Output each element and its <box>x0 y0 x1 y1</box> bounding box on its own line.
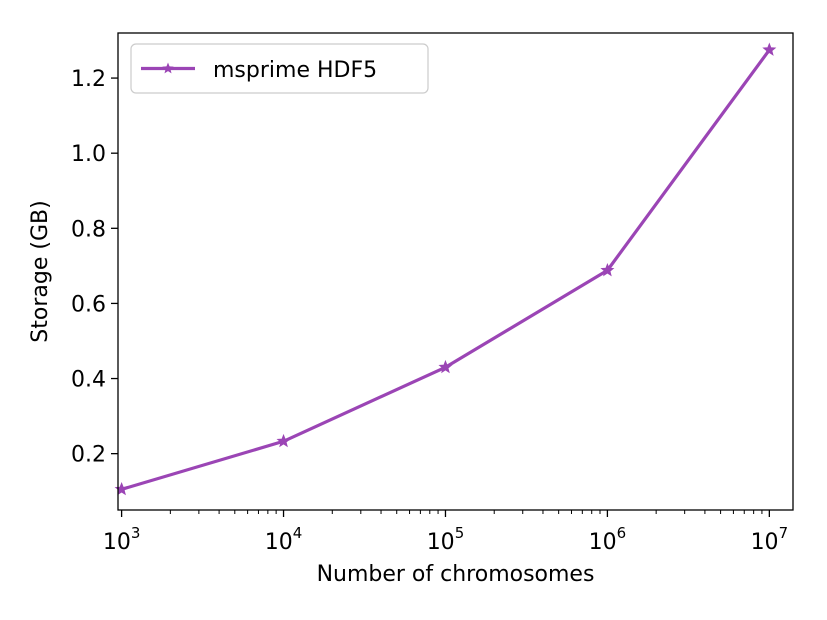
series-layer <box>114 42 777 496</box>
data-point-star <box>762 42 777 56</box>
y-tick-label: 0.4 <box>71 368 106 393</box>
y-tick-label: 0.2 <box>71 443 106 468</box>
y-tick-label: 0.8 <box>71 217 106 242</box>
data-point-star <box>600 262 615 277</box>
axes-frame <box>117 32 794 511</box>
x-tick-label: 105 <box>427 524 465 555</box>
legend: msprime HDF5 <box>130 43 429 94</box>
y-axis-label: Storage (GB) <box>28 200 53 342</box>
data-point-star <box>276 433 291 448</box>
x-tick-label: 103 <box>103 524 141 555</box>
series-line <box>121 48 771 491</box>
x-axis: 103 104 105 106 107 <box>103 510 788 555</box>
legend-star-marker <box>162 62 174 74</box>
y-tick-label: 1.2 <box>71 67 106 92</box>
data-point-star <box>114 481 129 496</box>
x-tick-label: 106 <box>589 524 627 555</box>
y-axis: 0.2 0.4 0.6 0.8 1.0 1.2 <box>71 67 118 468</box>
legend-label: msprime HDF5 <box>213 58 377 83</box>
data-point-star <box>438 359 453 374</box>
legend-box <box>130 43 429 94</box>
y-tick-label: 1.0 <box>71 142 106 167</box>
x-axis-label: Number of chromosomes <box>317 562 595 587</box>
y-tick-label: 0.6 <box>71 292 106 317</box>
x-tick-label: 107 <box>751 524 789 555</box>
x-tick-label: 104 <box>265 524 303 555</box>
